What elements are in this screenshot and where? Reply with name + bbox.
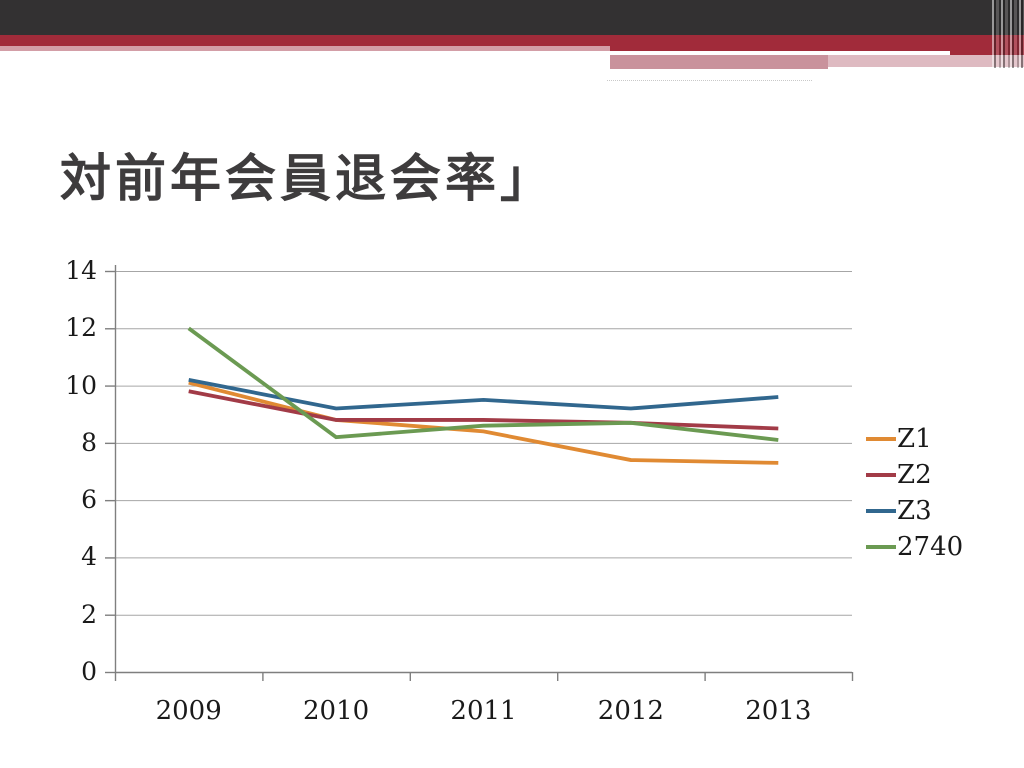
y-axis-label: 8 — [81, 427, 97, 457]
legend-label: Z1 — [897, 424, 932, 454]
legend-swatch-icon — [866, 437, 896, 441]
legend-label: Z3 — [897, 496, 932, 526]
series-line-Z2 — [188, 389, 779, 431]
header-banner-pink-band — [610, 55, 828, 69]
x-axis-label: 2013 — [745, 696, 812, 726]
y-axis-label: 6 — [81, 485, 97, 515]
header-banner-red-stripe — [0, 35, 1024, 46]
y-axis-label: 10 — [65, 370, 97, 400]
legend-item-Z1: Z1 — [866, 421, 963, 457]
legend-item-2740: 2740 — [866, 529, 963, 565]
slide-title: 対前年会員退会率」 — [60, 150, 556, 207]
corner-vertical-stripes-decoration — [992, 0, 1024, 68]
y-axis-label: 14 — [65, 255, 97, 285]
legend-swatch-icon — [866, 509, 896, 513]
legend-label: Z2 — [897, 460, 932, 490]
x-axis-label: 2011 — [450, 696, 517, 726]
header-banner-dark — [0, 0, 1024, 35]
legend-swatch-icon — [866, 545, 896, 549]
y-axis-label: 4 — [81, 542, 97, 572]
y-axis-label: 12 — [65, 313, 97, 343]
placeholder-dotted-line — [607, 80, 812, 81]
x-axis-label: 2012 — [597, 696, 664, 726]
chart-legend: Z1 Z2 Z3 2740 — [866, 421, 963, 565]
legend-swatch-icon — [866, 473, 896, 477]
series-line-2740 — [187, 326, 779, 442]
y-axis-label: 2 — [81, 599, 97, 629]
header-banner-light-pink-band — [828, 55, 1024, 67]
header-banner-pink-stripe — [0, 46, 610, 51]
legend-item-Z2: Z2 — [866, 457, 963, 493]
header-banner-white-line — [610, 51, 950, 55]
series-line-Z1 — [188, 380, 779, 465]
header-banner-red-extension — [610, 46, 1024, 55]
legend-item-Z3: Z3 — [866, 493, 963, 529]
y-axis-label: 0 — [81, 656, 97, 686]
x-axis-label: 2010 — [303, 696, 370, 726]
x-axis-label: 2009 — [155, 696, 222, 726]
legend-label: 2740 — [897, 532, 964, 562]
